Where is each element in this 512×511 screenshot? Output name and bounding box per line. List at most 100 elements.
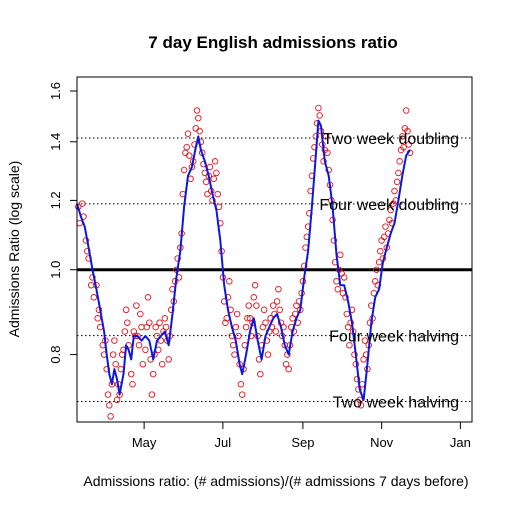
data-point [377,247,384,255]
data-point [174,255,181,262]
data-point [346,341,353,349]
data-point [250,294,258,301]
data-point [260,306,268,314]
data-point [195,114,202,122]
data-point [129,380,136,388]
data-point [334,285,342,293]
reference-label: Four week doubling [319,197,459,214]
data-point [282,360,290,368]
data-point [197,138,205,146]
data-point [380,233,388,241]
data-point [130,328,138,335]
data-point [162,323,170,331]
data-point [192,125,200,132]
data-point [343,310,351,318]
data-point [315,104,322,112]
data-point [333,278,340,285]
y-axis: 0.8 1.0 1.2 1.4 1.6 [48,82,77,364]
data-point [122,306,130,314]
data-point [139,360,147,368]
data-point [357,402,365,409]
data-point [396,158,403,165]
y-tick-label: 1.0 [48,261,63,279]
ratio-line-path [76,119,411,401]
data-point [213,169,220,177]
reference-label: Two week halving [333,395,459,412]
y-axis-label: Admissions Ratio (log scale) [6,161,22,338]
data-point [316,112,323,119]
data-point [152,323,159,331]
data-point [156,319,163,326]
data-point [235,332,242,340]
data-point [133,302,140,309]
y-tick-label: 1.6 [48,82,63,100]
data-point [393,178,401,186]
data-point [222,319,229,326]
data-point [90,294,98,301]
data-point [78,200,86,207]
data-point [104,391,112,398]
data-point [109,351,117,358]
chart-title: 7 day English admissions ratio [148,33,397,52]
data-point [214,190,221,198]
data-point [148,391,156,398]
data-point [337,251,344,259]
data-point [124,319,131,326]
data-point [272,328,280,335]
data-point [391,187,398,195]
data-point [276,306,283,314]
data-point [275,285,282,293]
data-point [167,306,175,314]
data-point [232,323,240,331]
data-point [400,143,407,151]
data-point [340,274,348,281]
data-point [245,302,252,309]
data-point [112,360,119,368]
data-point [382,223,389,230]
x-tick-label: Nov [370,435,394,450]
data-point [211,158,219,165]
data-point [330,237,338,244]
data-point [404,127,411,135]
data-point [202,178,210,186]
y-tick-label: 1.4 [48,133,63,151]
data-point [184,130,192,137]
data-point [244,315,251,322]
data-point [360,356,367,363]
data-point [183,143,190,151]
data-point [161,315,169,322]
data-point [206,163,214,171]
data-point [226,278,233,285]
data-point [137,310,144,318]
data-point [165,356,172,363]
data-point [251,281,259,289]
data-point [94,315,101,322]
data-point [322,133,330,140]
data-point [262,319,269,326]
x-tick-label: May [132,435,157,450]
data-point [204,190,211,198]
y-tick-label: 1.2 [48,191,63,209]
data-point [127,370,135,378]
x-tick-label: Jul [215,435,232,450]
data-point [353,375,361,383]
ratio-points [75,104,414,420]
data-point [107,413,114,420]
data-point [300,262,308,270]
data-point [231,351,238,358]
data-point [257,370,264,378]
data-point [242,323,250,331]
reference-labels: Two week doubling Four week doubling Four … [319,131,459,412]
data-point [373,266,380,273]
data-point [135,341,143,349]
data-point [387,206,394,214]
data-point [142,346,149,354]
data-point [180,166,188,174]
data-point [237,380,245,388]
data-point [312,133,320,140]
data-point [233,310,241,318]
y-tick-label: 0.8 [48,346,63,364]
data-point [273,298,281,305]
data-point [113,396,121,404]
